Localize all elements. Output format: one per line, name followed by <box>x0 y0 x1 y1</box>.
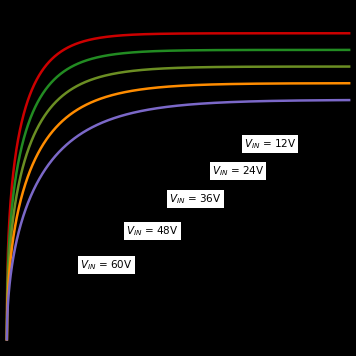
Text: $V_{IN}$ = 36V: $V_{IN}$ = 36V <box>169 193 221 206</box>
Text: $V_{IN}$ = 48V: $V_{IN}$ = 48V <box>126 225 179 238</box>
Text: $V_{IN}$ = 24V: $V_{IN}$ = 24V <box>212 164 264 178</box>
Text: $V_{IN}$ = 60V: $V_{IN}$ = 60V <box>80 258 132 272</box>
Text: $V_{IN}$ = 12V: $V_{IN}$ = 12V <box>244 137 296 151</box>
